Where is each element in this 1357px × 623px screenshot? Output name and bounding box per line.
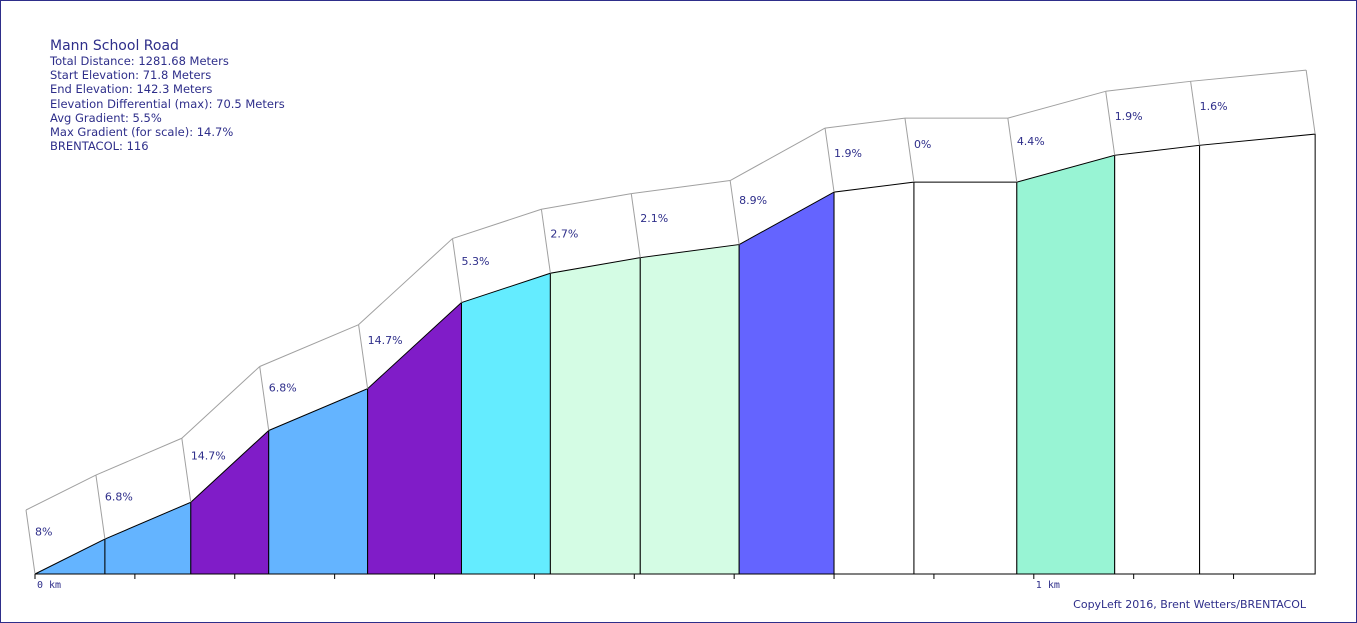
- max-gradient: Max Gradient (for scale): 14.7%: [50, 125, 234, 140]
- band-top-edge-5: [452, 208, 542, 240]
- band-divider-6: [540, 209, 551, 274]
- band-divider-4: [358, 324, 369, 389]
- elevation-differential: Elevation Differential (max): 70.5 Meter…: [50, 96, 285, 111]
- gradient-label-7: 2.1%: [640, 212, 668, 225]
- profile-segment-6: [549, 257, 641, 575]
- profile-segment-3: [268, 387, 369, 575]
- gradient-label-2: 14.7%: [191, 449, 226, 462]
- band-divider-7: [630, 193, 641, 258]
- profile-segment-11: [1016, 154, 1116, 575]
- band-top-edge-8: [729, 127, 826, 181]
- band-top-edge-0: [25, 474, 97, 511]
- band-top-edge-3: [259, 324, 359, 367]
- profile-segment-8: [738, 191, 835, 575]
- gradient-label-6: 2.7%: [550, 227, 578, 240]
- avg-gradient: Avg Gradient: 5.5%: [50, 110, 162, 125]
- gradient-label-13: 1.6%: [1200, 100, 1228, 113]
- gradient-label-9: 1.9%: [834, 147, 862, 160]
- band-top-edge-4: [358, 238, 453, 326]
- band-divider-0: [25, 509, 36, 575]
- route-info-panel: Mann School Road Total Distance: 1281.68…: [50, 38, 285, 153]
- band-top-edge-9: [824, 117, 906, 129]
- gradient-label-5: 5.3%: [461, 255, 489, 268]
- band-divider-10: [904, 118, 915, 183]
- end-elevation: End Elevation: 142.3 Meters: [50, 82, 213, 97]
- x-tick-label-10: 1 km: [1036, 580, 1060, 591]
- band-divider-12: [1105, 91, 1116, 156]
- band-divider-8: [729, 180, 740, 245]
- profile-segment-12: [1114, 144, 1201, 575]
- profile-segment-9: [833, 181, 915, 575]
- x-tick-label-0: 0 km: [37, 580, 61, 591]
- gradient-label-4: 14.7%: [368, 334, 403, 347]
- profile-segment-7: [639, 243, 740, 575]
- profile-segment-5: [460, 272, 551, 575]
- route-title: Mann School Road: [50, 38, 179, 54]
- profile-segment-13: [1199, 133, 1316, 575]
- band-divider-3: [259, 366, 270, 431]
- band-divider-11: [1007, 118, 1018, 183]
- band-divider-13: [1190, 81, 1201, 146]
- gradient-label-3: 6.8%: [269, 381, 297, 394]
- copyleft-credit: CopyLeft 2016, Brent Wetters/BRENTACOL: [1073, 598, 1306, 611]
- band-divider-end: [1305, 70, 1316, 135]
- band-top-edge-6: [541, 193, 632, 210]
- band-top-edge-1: [95, 437, 183, 476]
- band-divider-5: [451, 238, 462, 303]
- brentacol-score: BRENTACOL: 116: [50, 139, 149, 154]
- band-top-edge-13: [1190, 69, 1307, 82]
- gradient-label-0: 8%: [35, 526, 52, 539]
- profile-segment-1: [104, 501, 192, 575]
- gradient-label-12: 1.9%: [1115, 110, 1143, 123]
- profile-segment-10: [913, 181, 1018, 575]
- gradient-label-8: 8.9%: [739, 194, 767, 207]
- band-top-edge-12: [1105, 80, 1191, 92]
- band-top-edge-7: [631, 180, 731, 195]
- band-divider-2: [181, 438, 192, 503]
- band-divider-9: [824, 128, 835, 193]
- profile-segment-0: [34, 538, 106, 575]
- gradient-label-11: 4.4%: [1017, 135, 1045, 148]
- gradient-label-10: 0%: [914, 138, 931, 151]
- start-elevation: Start Elevation: 71.8 Meters: [50, 68, 212, 83]
- band-top-edge-2: [181, 366, 261, 439]
- band-divider-1: [95, 474, 106, 540]
- total-distance: Total Distance: 1281.68 Meters: [50, 54, 229, 68]
- gradient-label-1: 6.8%: [105, 490, 133, 503]
- band-top-edge-11: [1007, 90, 1106, 119]
